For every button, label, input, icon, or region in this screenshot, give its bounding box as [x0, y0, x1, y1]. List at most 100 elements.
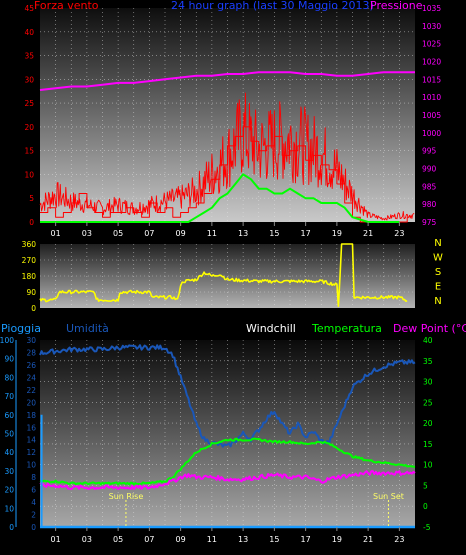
- x-tick-label: 09: [176, 535, 186, 544]
- humidity-series-line: [39, 344, 416, 448]
- y-tick-label: 10: [24, 170, 34, 179]
- y-tick-label: 10: [26, 461, 36, 470]
- temperature-plot-area: [40, 340, 415, 527]
- chart-title: 24 hour graph (last 30 Maggio 2013): [171, 0, 374, 12]
- wind-left-label: Forza vento: [34, 0, 99, 12]
- y-tick-label: 50: [4, 430, 14, 439]
- y-tick-label: 995: [422, 147, 437, 156]
- y-tick-label: 18: [26, 411, 36, 420]
- x-tick-label: 01: [51, 535, 61, 544]
- x-tick-label: 15: [269, 229, 279, 238]
- y-tick-label: 15: [423, 440, 433, 449]
- gust-series-line: [39, 92, 415, 221]
- y-tick-label: 30: [423, 378, 433, 387]
- y-tick-label: 24: [26, 373, 36, 382]
- y-tick-label: 40: [423, 336, 433, 345]
- pressure-right-label: Pressione: [370, 0, 423, 12]
- y-tick-label: 80: [4, 373, 14, 382]
- y-tick-label: 20: [423, 419, 433, 428]
- compass-label: W: [433, 253, 443, 264]
- rain-label: Pioggia: [1, 322, 41, 335]
- y-tick-label: 0: [9, 523, 14, 532]
- y-tick-label: 1005: [422, 111, 441, 120]
- y-tick-label: 360: [22, 240, 37, 249]
- y-tick-label: 985: [422, 182, 437, 191]
- average-series-line: [40, 173, 400, 223]
- y-tick-label: 1020: [422, 58, 441, 67]
- y-tick-label: 5: [423, 481, 428, 490]
- x-tick-label: 21: [363, 229, 373, 238]
- y-tick-label: 20: [4, 486, 14, 495]
- y-tick-label: 100: [0, 336, 14, 345]
- x-tick-label: 03: [82, 229, 92, 238]
- y-tick-label: 90: [4, 355, 14, 364]
- wind-direction-axis: 0 90 180 270 360: [22, 240, 37, 313]
- y-tick-label: 1000: [422, 129, 441, 138]
- y-tick-label: 980: [422, 200, 437, 209]
- compass-label: N: [434, 238, 441, 249]
- y-tick-label: 40: [24, 28, 34, 37]
- y-tick-label: 2: [31, 511, 36, 520]
- x-tick-label: 09: [176, 229, 186, 238]
- direction-series-line: [39, 243, 408, 307]
- humidity-label: Umidità: [66, 322, 109, 335]
- temperature-grid: [40, 340, 415, 527]
- sun-annotations: Sun Rise Sun Set: [109, 492, 404, 527]
- y-tick-label: 1035: [422, 4, 441, 13]
- y-tick-label: 40: [4, 448, 14, 457]
- y-tick-label: 90: [26, 288, 36, 297]
- windchill-label: Windchill: [246, 322, 296, 335]
- y-tick-label: 0: [29, 218, 34, 227]
- temperature-axis: -5 0 5 10 15 20 25 30 35 40: [423, 336, 433, 532]
- y-tick-label: 4: [31, 498, 36, 507]
- y-tick-label: 975: [422, 218, 437, 227]
- x-tick-label: 19: [332, 535, 342, 544]
- pressure-right-axis: 975 980 985 990 995 1000 1005 1010 1015 1020 1025 1…: [422, 4, 441, 227]
- sunset-label: Sun Set: [373, 492, 404, 501]
- y-tick-label: 8: [31, 473, 36, 482]
- x-tick-label: 03: [82, 535, 92, 544]
- x-tick-label: 05: [113, 229, 123, 238]
- x-tick-label: 15: [269, 535, 279, 544]
- temperature-label: Temperatura: [311, 322, 382, 335]
- sunrise-label: Sun Rise: [109, 492, 144, 501]
- dewpoint-series-line: [39, 470, 416, 491]
- compass-label: S: [435, 267, 441, 278]
- y-tick-label: 28: [26, 348, 36, 357]
- y-tick-label: 70: [4, 392, 14, 401]
- x-tick-label: 07: [144, 229, 154, 238]
- wind-pressure-plot-area: [40, 8, 415, 222]
- y-tick-label: 0: [423, 502, 428, 511]
- x-tick-label: 17: [301, 229, 311, 238]
- y-tick-label: 180: [22, 272, 37, 281]
- y-tick-label: 990: [422, 165, 437, 174]
- y-tick-label: 1030: [422, 22, 441, 31]
- y-tick-label: 5: [29, 194, 34, 203]
- y-tick-label: 45: [24, 4, 34, 13]
- y-tick-label: 1015: [422, 75, 441, 84]
- y-tick-label: 10: [4, 504, 14, 513]
- y-tick-label: -5: [423, 523, 431, 532]
- compass-label: E: [435, 282, 441, 293]
- y-tick-label: 35: [423, 357, 433, 366]
- wind-direction-series: [39, 243, 408, 307]
- y-tick-label: 1010: [422, 93, 441, 102]
- y-tick-label: 16: [26, 423, 36, 432]
- y-tick-label: 35: [24, 52, 34, 61]
- x-tick-label: 07: [144, 535, 154, 544]
- dewpoint-label: Dew Point (°C): [393, 322, 466, 335]
- pressure-series-line: [39, 71, 415, 91]
- temperature-x-axis: 01 03 05 07 09 11 13 15 17 19 21 23: [51, 527, 404, 544]
- x-tick-label: 11: [207, 535, 217, 544]
- wind-pressure-x-axis: 01 03 05 07 09 11 13 15 17 19 21 23: [51, 222, 404, 238]
- temperature-series-line: [39, 437, 415, 486]
- y-tick-label: 26: [26, 361, 36, 370]
- y-tick-label: 60: [4, 411, 14, 420]
- y-tick-label: 30: [26, 336, 36, 345]
- y-tick-label: 20: [26, 398, 36, 407]
- y-tick-label: 25: [423, 398, 433, 407]
- y-tick-label: 30: [24, 75, 34, 84]
- x-tick-label: 21: [363, 535, 373, 544]
